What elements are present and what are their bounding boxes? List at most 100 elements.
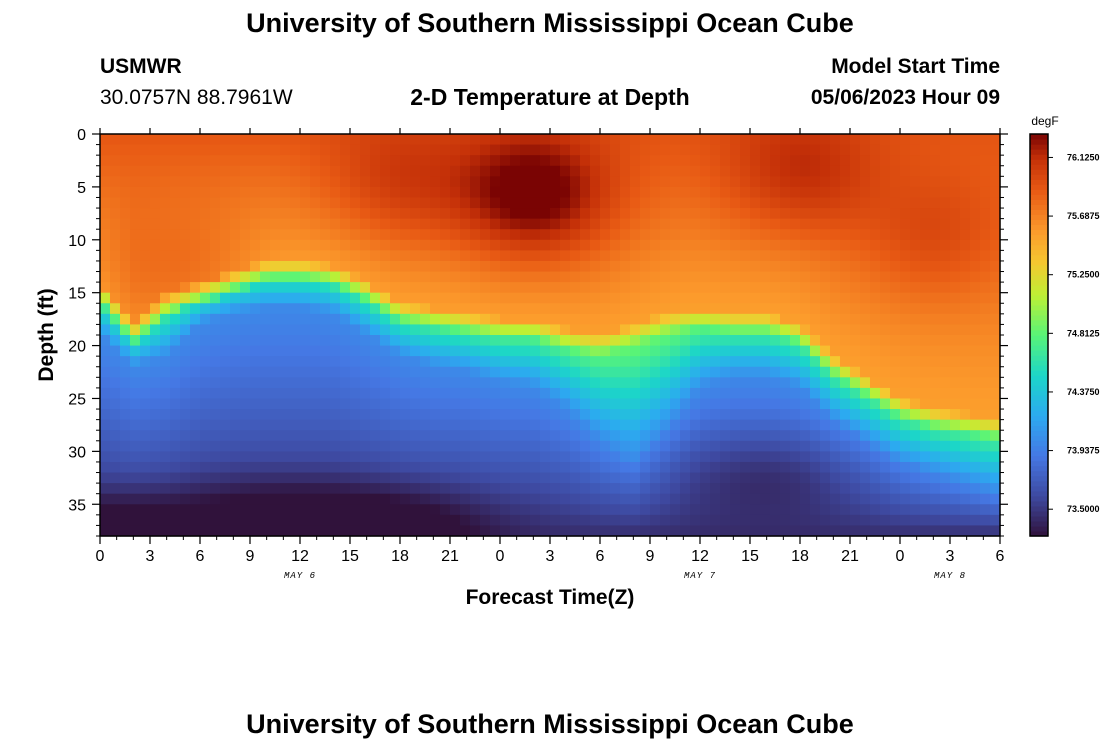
heatmap-cell xyxy=(810,377,821,389)
heatmap-cell xyxy=(370,144,381,156)
heatmap-cell xyxy=(730,387,741,400)
heatmap-cell xyxy=(440,493,451,505)
heatmap-cell xyxy=(670,197,681,209)
heatmap-cell xyxy=(990,409,1001,421)
heatmap-cell xyxy=(180,250,191,262)
heatmap-cell xyxy=(650,451,661,463)
heatmap-cell xyxy=(220,525,231,537)
heatmap-cell xyxy=(920,134,931,146)
heatmap-cell xyxy=(440,335,451,347)
heatmap-cell xyxy=(910,419,921,431)
heatmap-cell xyxy=(230,229,241,241)
heatmap-cell xyxy=(480,409,491,421)
heatmap-cell xyxy=(630,229,641,241)
heatmap-cell xyxy=(220,144,231,156)
heatmap-cell xyxy=(220,229,231,241)
heatmap-cell xyxy=(370,313,381,326)
heatmap-cell xyxy=(320,377,331,389)
heatmap-cell xyxy=(720,197,731,209)
heatmap-cell xyxy=(780,483,791,495)
heatmap-cell xyxy=(800,208,811,220)
heatmap-cell xyxy=(470,387,481,400)
heatmap-cell xyxy=(440,525,451,537)
heatmap-cell xyxy=(270,409,281,421)
heatmap-cell xyxy=(890,292,901,304)
heatmap-cell xyxy=(850,250,861,262)
heatmap-cell xyxy=(520,186,531,199)
heatmap-cell xyxy=(530,155,541,167)
heatmap-cell xyxy=(110,387,121,400)
x-tick-label: 6 xyxy=(196,548,205,565)
heatmap-cell xyxy=(410,292,421,304)
heatmap-cell xyxy=(710,250,721,262)
heatmap-cell xyxy=(620,303,631,315)
heatmap-cell xyxy=(550,493,561,505)
heatmap-cell xyxy=(890,409,901,421)
heatmap-cell xyxy=(560,260,571,273)
heatmap-cell xyxy=(950,260,961,273)
heatmap-cell xyxy=(150,398,161,410)
heatmap-cell xyxy=(540,271,551,283)
heatmap-cell xyxy=(120,366,131,378)
heatmap-cell xyxy=(720,186,731,199)
heatmap-cell xyxy=(820,303,831,315)
heatmap-cell xyxy=(860,430,871,442)
heatmap-cell xyxy=(260,409,271,421)
heatmap-cell xyxy=(450,461,461,474)
heatmap-cell xyxy=(290,377,301,389)
heatmap-cell xyxy=(920,155,931,167)
heatmap-cell xyxy=(350,292,361,304)
heatmap-cell xyxy=(790,409,801,421)
heatmap-cell xyxy=(820,377,831,389)
heatmap-cell xyxy=(940,419,951,431)
heatmap-cell xyxy=(550,324,561,336)
heatmap-cell xyxy=(910,292,921,304)
heatmap-cell xyxy=(310,271,321,283)
heatmap-cell xyxy=(770,250,781,262)
heatmap-cell xyxy=(470,303,481,315)
heatmap-cell xyxy=(800,165,811,177)
heatmap-cell xyxy=(670,430,681,442)
heatmap-cell xyxy=(680,335,691,347)
heatmap-cell xyxy=(960,461,971,474)
heatmap-cell xyxy=(650,419,661,431)
heatmap-cell xyxy=(870,345,881,357)
heatmap-cell xyxy=(970,271,981,283)
x-tick-label: 3 xyxy=(546,548,555,565)
heatmap-cell xyxy=(720,208,731,220)
heatmap-cell xyxy=(110,292,121,304)
heatmap-cell xyxy=(440,303,451,315)
heatmap-cell xyxy=(370,345,381,357)
heatmap-cell xyxy=(220,430,231,442)
heatmap-cell xyxy=(770,366,781,378)
heatmap-cell xyxy=(610,208,621,220)
heatmap-cell xyxy=(450,292,461,304)
heatmap-cell xyxy=(150,525,161,537)
heatmap-cell xyxy=(240,218,251,230)
heatmap-cell xyxy=(460,186,471,199)
heatmap-cell xyxy=(830,250,841,262)
heatmap-cell xyxy=(730,324,741,336)
heatmap-cell xyxy=(580,144,591,156)
heatmap-cell xyxy=(500,165,511,177)
heatmap-cell xyxy=(810,260,821,273)
heatmap-cell xyxy=(300,282,311,294)
heatmap-cell xyxy=(630,398,641,410)
heatmap-cell xyxy=(730,292,741,304)
heatmap-cell xyxy=(750,409,761,421)
heatmap-cell xyxy=(750,366,761,378)
heatmap-cell xyxy=(450,239,461,251)
heatmap-cell xyxy=(300,472,311,484)
heatmap-cell xyxy=(460,229,471,241)
heatmap-cell xyxy=(340,398,351,410)
heatmap-cell xyxy=(710,239,721,251)
heatmap-cell xyxy=(610,303,621,315)
heatmap-cell xyxy=(670,260,681,273)
heatmap-cell xyxy=(170,292,181,304)
heatmap-cell xyxy=(410,260,421,273)
heatmap-cell xyxy=(370,218,381,230)
heatmap-cell xyxy=(390,271,401,283)
heatmap-cell xyxy=(200,504,211,516)
heatmap-cell xyxy=(770,239,781,251)
heatmap-cell xyxy=(980,250,991,262)
